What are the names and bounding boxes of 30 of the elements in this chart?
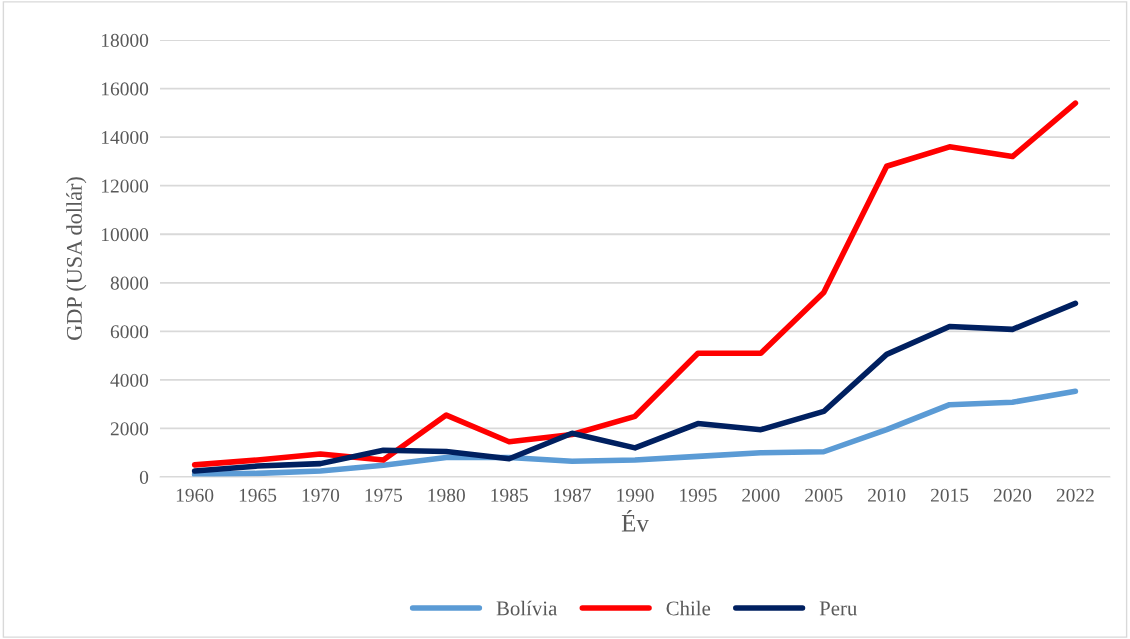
x-tick-label: 2000 bbox=[742, 488, 780, 502]
y-tick-label: 14000 bbox=[101, 130, 149, 145]
x-axis-title: Év bbox=[621, 510, 649, 532]
x-tick-label: 2010 bbox=[868, 488, 906, 502]
y-tick-label: 2000 bbox=[110, 422, 149, 436]
x-tick-label: 1990 bbox=[617, 488, 654, 502]
x-tick-label: 1985 bbox=[491, 488, 528, 502]
y-tick-label: 0 bbox=[139, 470, 149, 484]
y-tick-label: 6000 bbox=[110, 325, 149, 339]
x-tick-label: 1970 bbox=[302, 488, 340, 502]
x-tick-label: 1965 bbox=[239, 488, 277, 502]
x-tick-label: 1995 bbox=[680, 488, 717, 502]
x-tick-label: 1987 bbox=[554, 488, 591, 502]
x-tick-label: 2015 bbox=[930, 488, 969, 502]
y-axis-title: GDP (USA dollár) bbox=[66, 177, 87, 340]
y-tick-label: 12000 bbox=[101, 179, 149, 193]
x-tick-label: 1980 bbox=[428, 488, 465, 502]
x-tick-label: 2022 bbox=[1056, 488, 1094, 502]
legend-label: Bolívia bbox=[496, 600, 558, 616]
y-tick-label: 10000 bbox=[101, 228, 149, 242]
y-tick-label: 4000 bbox=[110, 373, 149, 387]
x-tick-label: 1975 bbox=[365, 488, 403, 502]
legend-label: Peru bbox=[819, 601, 857, 616]
y-tick-label: 16000 bbox=[101, 82, 149, 96]
x-tick-label: 1960 bbox=[176, 488, 214, 502]
legend-label: Chile bbox=[666, 600, 711, 616]
x-tick-label: 2005 bbox=[805, 488, 843, 502]
y-tick-label: 8000 bbox=[110, 276, 149, 290]
x-tick-label: 2020 bbox=[993, 488, 1032, 502]
y-tick-label: 18000 bbox=[101, 33, 149, 47]
